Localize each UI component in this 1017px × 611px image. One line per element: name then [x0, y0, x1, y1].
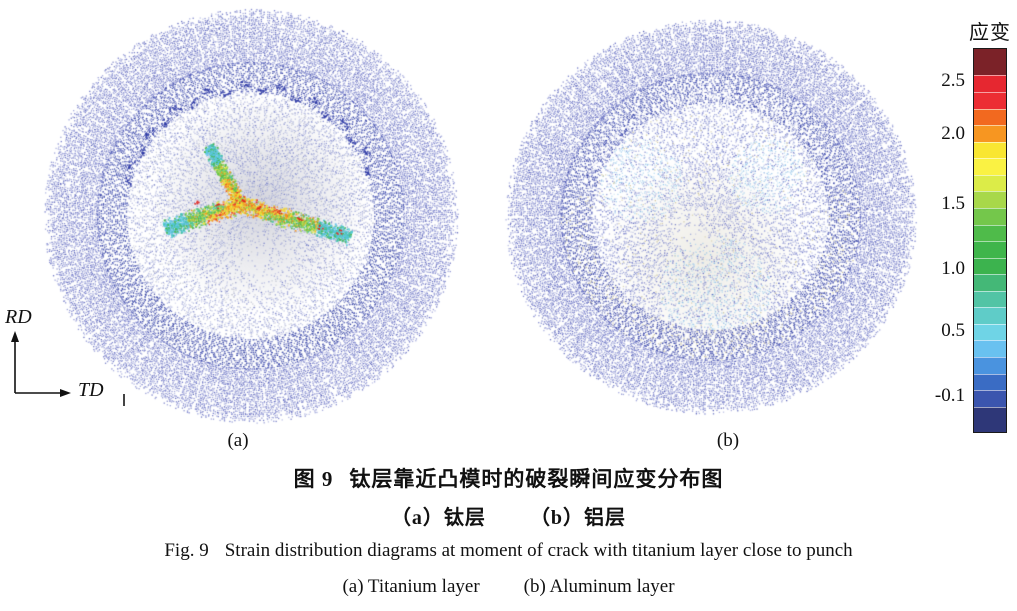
- colorbar-segment: [974, 340, 1006, 358]
- colorbar-segment: [974, 49, 1006, 76]
- td-arrowhead-icon: [60, 389, 71, 397]
- colorbar-segment: [974, 75, 1006, 93]
- colorbar-segment: [974, 92, 1006, 109]
- colorbar-tick-label: 1.0: [941, 258, 965, 280]
- strain-point-cloud-canvas: [0, 0, 1017, 460]
- colorbar-segment: [974, 241, 1006, 258]
- colorbar-tick-label: 2.5: [941, 69, 965, 91]
- colorbar-segment: [974, 406, 1006, 432]
- panel-label-b: (b): [716, 430, 740, 451]
- colorbar-segment: [974, 357, 1006, 374]
- colorbar-segment: [974, 390, 1006, 407]
- caption-en-sub-b: (b) Aluminum layer: [523, 576, 675, 597]
- colorbar-segment: [974, 108, 1006, 126]
- colorbar-segment: [974, 174, 1006, 192]
- caption-en-title: Fig. 9 Strain distribution diagrams at mo…: [0, 540, 1017, 562]
- colorbar-segment: [974, 274, 1006, 291]
- colorbar-segment: [974, 373, 1006, 391]
- colorbar-tick-label: 1.5: [941, 193, 965, 215]
- td-axis-label: TD: [78, 379, 104, 401]
- colorbar-segment: [974, 290, 1006, 308]
- colorbar-title: 应变: [969, 22, 1011, 44]
- rd-arrowhead-icon: [11, 331, 19, 342]
- caption-zh-title-text: 钛层靠近凸模时的破裂瞬间应变分布图: [349, 467, 724, 491]
- caption-zh-sub-a: （a）钛层: [390, 507, 486, 529]
- rd-td-axes: [11, 331, 71, 397]
- caption-zh-title: 图 9 钛层靠近凸模时的破裂瞬间应变分布图: [0, 463, 1017, 493]
- colorbar-segment: [974, 141, 1006, 159]
- colorbar-segment: [974, 158, 1006, 175]
- caption-zh-fig-no: 图 9: [293, 467, 334, 491]
- caption-zh-sub-b: （b）铝层: [529, 507, 627, 529]
- colorbar-segment: [974, 125, 1006, 142]
- colorbar-segment: [974, 191, 1006, 208]
- caption-en-title-text: Strain distribution diagrams at moment o…: [224, 540, 853, 561]
- caption-en-sub: (a) Titanium layer (b) Aluminum layer: [0, 576, 1017, 598]
- colorbar-tick-label: -0.1: [934, 384, 965, 406]
- caption-zh-sub: （a）钛层 （b）铝层: [0, 501, 1017, 530]
- colorbar-segment: [974, 224, 1006, 242]
- colorbar-segment: [974, 257, 1006, 275]
- rd-axis-label: RD: [5, 306, 32, 328]
- panel-label-a: (a): [227, 430, 249, 451]
- colorbar-segment: [974, 307, 1006, 324]
- colorbar-tick-label: 2.0: [941, 123, 965, 145]
- colorbar: [973, 48, 1007, 433]
- stray-mark: [123, 394, 125, 406]
- colorbar-segment: [974, 323, 1006, 341]
- caption-en-sub-a: (a) Titanium layer: [342, 576, 480, 597]
- caption-en-fig-no: Fig. 9: [164, 540, 209, 561]
- colorbar-segment: [974, 207, 1006, 225]
- colorbar-tick-label: 0.5: [941, 320, 965, 342]
